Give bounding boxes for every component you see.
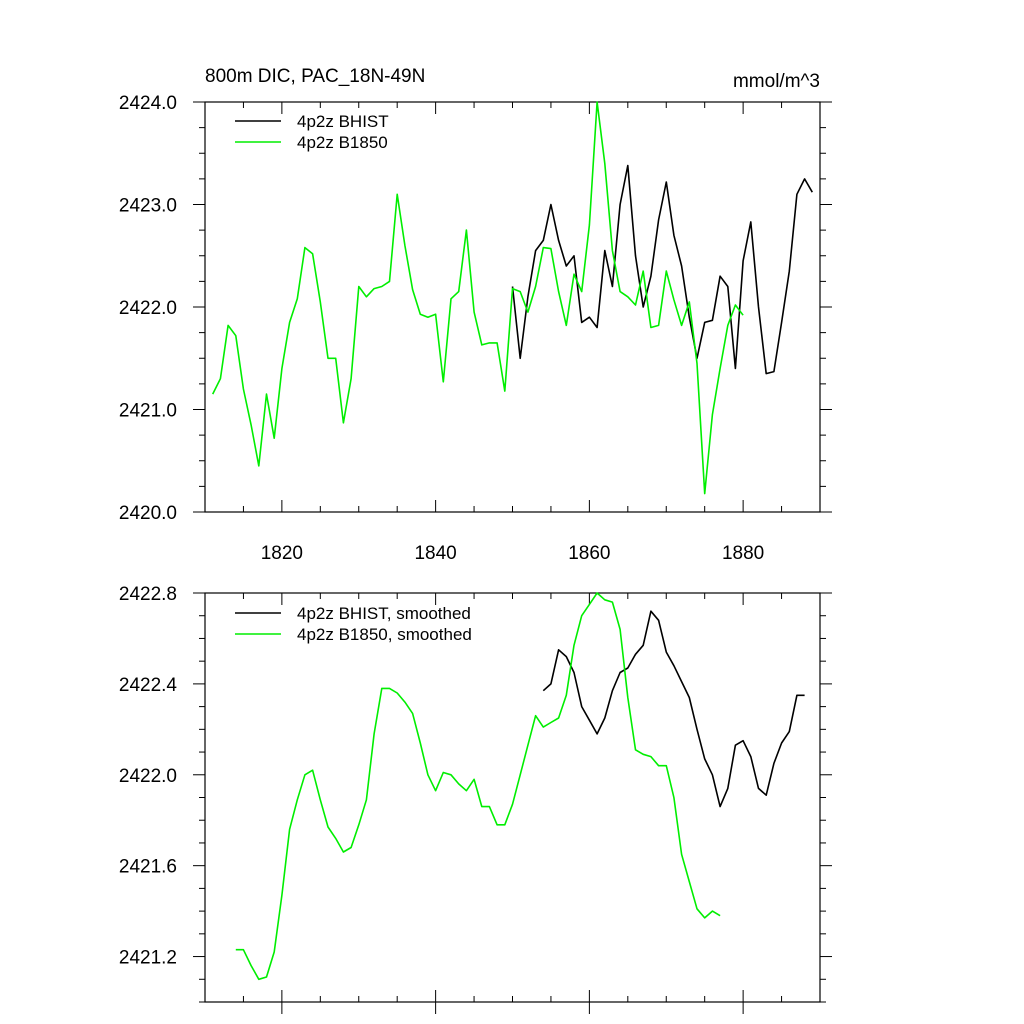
top-y-tick-label: 2423.0 xyxy=(119,196,177,217)
top-chart-title: 800m DIC, PAC_18N-49N xyxy=(205,66,425,87)
top-x-tick-label: 1840 xyxy=(414,543,456,564)
top-series-line-b1850 xyxy=(211,101,744,495)
top-legend: 4p2z BHIST 4p2z B1850 xyxy=(235,112,389,152)
top-plot-frame xyxy=(204,101,821,513)
bottom-y-tick-label: 2421.2 xyxy=(119,948,177,969)
top-chart-units: mmol/m^3 xyxy=(733,71,820,92)
bottom-legend: 4p2z BHIST, smoothed 4p2z B1850, smoothe… xyxy=(235,604,472,644)
bottom-series-line-b1850 xyxy=(235,592,721,981)
top-y-tick-label: 2424.0 xyxy=(119,93,177,114)
top-y-tick-label: 2420.0 xyxy=(119,503,177,524)
bottom-legend-label-bhist: 4p2z BHIST, smoothed xyxy=(297,604,471,623)
bottom-y-tick-label: 2421.6 xyxy=(119,857,177,878)
top-x-tick-label: 1880 xyxy=(722,543,764,564)
top-y-tick-label: 2421.0 xyxy=(119,401,177,422)
top-legend-label-b1850: 4p2z B1850 xyxy=(297,133,388,152)
top-y-tick-label: 2422.0 xyxy=(119,298,177,319)
bottom-y-tick-label: 2422.8 xyxy=(119,584,177,605)
top-x-tick-label: 1860 xyxy=(568,543,610,564)
bottom-y-tick-label: 2422.4 xyxy=(119,675,178,696)
top-series-line-bhist xyxy=(511,164,813,375)
bottom-y-tick-label: 2422.0 xyxy=(119,766,177,787)
bottom-legend-label-b1850: 4p2z B1850, smoothed xyxy=(297,625,472,644)
bottom-plot-area: 2421.2 2421.6 2422.0 2422.4 2422.8 xyxy=(119,584,832,1014)
top-x-tick-label: 1820 xyxy=(261,543,303,564)
top-legend-label-bhist: 4p2z BHIST xyxy=(297,112,389,131)
bottom-series-line-bhist xyxy=(542,610,805,808)
top-plot-area: 1820 1840 1860 1880 2420.0 2421.0 2422.0 2423.0… xyxy=(119,93,832,564)
